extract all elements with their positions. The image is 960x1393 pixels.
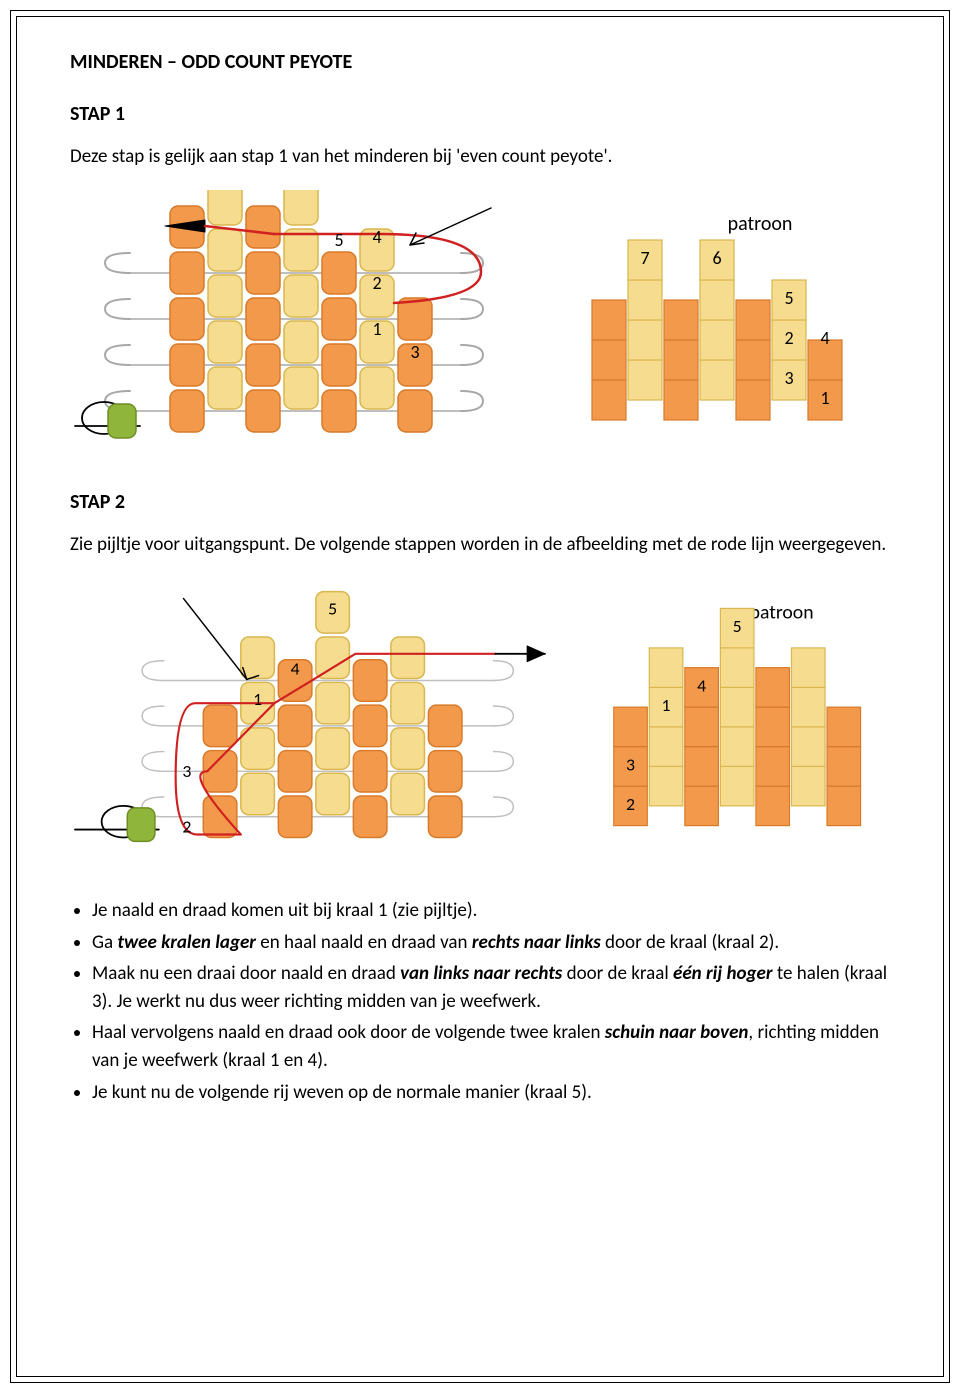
emphasis: van links naar rechts — [400, 962, 562, 985]
svg-text:4: 4 — [291, 658, 300, 680]
svg-text:1: 1 — [820, 387, 829, 409]
svg-text:5: 5 — [328, 598, 337, 620]
svg-text:5: 5 — [334, 229, 343, 251]
bullet-item: Je naald en draad komen uit bij kraal 1 … — [92, 897, 890, 925]
svg-text:3: 3 — [626, 754, 635, 776]
step1-right-diagram: patroon 7 6 5 4 2 1 3 — [580, 210, 880, 430]
svg-text:2: 2 — [182, 816, 191, 838]
svg-text:patroon: patroon — [749, 601, 813, 625]
step2-diagrams: 5 4 1 3 2 patroon 5 4 1 3 2 — [70, 577, 890, 857]
step2-text1: Zie pijltje voor uitgangspunt. De volgen… — [70, 532, 890, 558]
step1-diagrams: 7 6 5 4 2 1 3 patroon 7 6 5 4 2 1 3 — [70, 190, 890, 450]
svg-text:4: 4 — [372, 226, 381, 248]
svg-text:3: 3 — [784, 367, 793, 389]
bullet-item: Ga twee kralen lager en haal naald en dr… — [92, 929, 890, 957]
step2-left-diagram: 5 4 1 3 2 — [70, 577, 554, 857]
svg-text:5: 5 — [784, 287, 793, 309]
emphasis: schuin naar boven — [605, 1021, 749, 1044]
svg-text:1: 1 — [661, 694, 670, 716]
bullet-item: Maak nu een draai door naald en draad va… — [92, 960, 890, 1015]
page-title: MINDEREN – ODD COUNT PEYOTE — [70, 50, 890, 74]
svg-text:patroon: patroon — [728, 212, 793, 236]
emphasis: twee kralen lager — [117, 931, 256, 954]
emphasis: één rij hoger — [673, 962, 773, 985]
step1-heading: STAP 1 — [70, 102, 890, 126]
svg-text:4: 4 — [820, 327, 829, 349]
svg-text:5: 5 — [732, 615, 741, 637]
svg-text:6: 6 — [712, 247, 721, 269]
step1-left-diagram: 7654213 — [70, 190, 540, 450]
svg-text:4: 4 — [697, 675, 706, 697]
svg-text:1: 1 — [372, 318, 381, 340]
svg-text:7: 7 — [640, 247, 649, 269]
svg-text:2: 2 — [372, 272, 381, 294]
svg-text:2: 2 — [784, 327, 793, 349]
svg-text:3: 3 — [182, 761, 191, 783]
page-content: MINDEREN – ODD COUNT PEYOTE STAP 1 Deze … — [70, 50, 890, 1343]
bullet-item: Je kunt nu de volgende rij weven op de n… — [92, 1079, 890, 1107]
svg-text:2: 2 — [626, 793, 635, 815]
svg-text:1: 1 — [253, 688, 262, 710]
svg-text:3: 3 — [410, 341, 419, 363]
emphasis: rechts naar links — [472, 931, 601, 954]
step2-right-diagram: patroon 5 4 1 3 2 — [594, 597, 890, 837]
step2-heading: STAP 2 — [70, 490, 890, 514]
step2-bullets: Je naald en draad komen uit bij kraal 1 … — [92, 897, 890, 1106]
step1-text: Deze stap is gelijk aan stap 1 van het m… — [70, 144, 890, 170]
bullet-item: Haal vervolgens naald en draad ook door … — [92, 1019, 890, 1074]
